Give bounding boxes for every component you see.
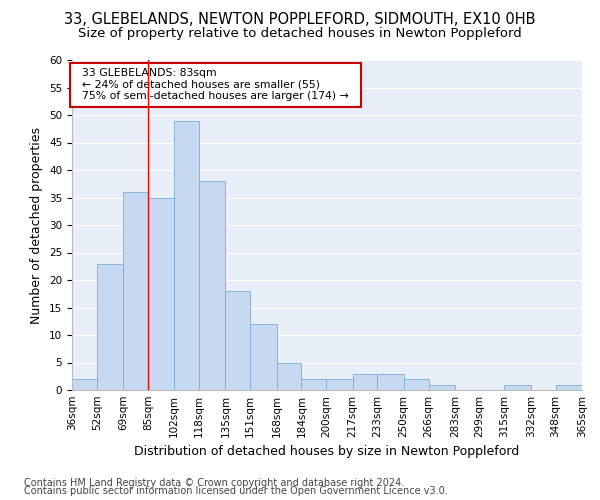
Bar (277, 362, 301, 390)
X-axis label: Distribution of detached houses by size in Newton Poppleford: Distribution of detached houses by size … (134, 446, 520, 458)
Bar (72, 379, 97, 390)
Bar (148, 198, 175, 390)
Bar (226, 291, 250, 390)
Text: Size of property relative to detached houses in Newton Poppleford: Size of property relative to detached ho… (78, 28, 522, 40)
Bar (377, 374, 404, 390)
Text: 33, GLEBELANDS, NEWTON POPPLEFORD, SIDMOUTH, EX10 0HB: 33, GLEBELANDS, NEWTON POPPLEFORD, SIDMO… (64, 12, 536, 28)
Bar (123, 192, 148, 390)
Text: Contains public sector information licensed under the Open Government Licence v3: Contains public sector information licen… (24, 486, 448, 496)
Text: Contains HM Land Registry data © Crown copyright and database right 2024.: Contains HM Land Registry data © Crown c… (24, 478, 404, 488)
Bar (301, 379, 326, 390)
Bar (428, 384, 455, 390)
Bar (250, 324, 277, 390)
Text: 33 GLEBELANDS: 83sqm  
  ← 24% of detached houses are smaller (55)  
  75% of se: 33 GLEBELANDS: 83sqm ← 24% of detached h… (75, 68, 356, 102)
Bar (556, 384, 582, 390)
Bar (353, 374, 377, 390)
Bar (97, 264, 123, 390)
Bar (199, 181, 226, 390)
Bar (505, 384, 531, 390)
Bar (404, 379, 428, 390)
Bar (175, 120, 199, 390)
Y-axis label: Number of detached properties: Number of detached properties (31, 126, 43, 324)
Bar (326, 379, 353, 390)
